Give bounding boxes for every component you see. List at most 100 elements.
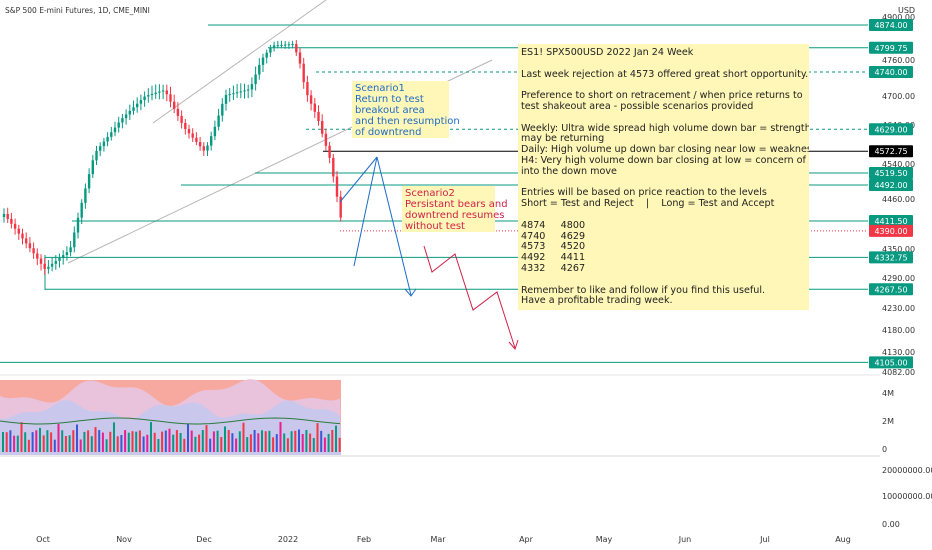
candle-body [161,90,165,92]
volume-bar [175,430,178,452]
volume-bar [72,430,75,452]
note-line: ES1! SPX500USD 2022 Jan 24 Week [521,47,694,58]
candle-body [321,121,324,134]
time-tick-label: Dec [196,535,211,544]
candle-body [317,111,320,121]
note-line: Daily: High volume up down bar closing n… [521,144,809,156]
note-line: Remember to like and follow if you find … [521,284,766,296]
level-label-bg [869,179,913,191]
candle-body [269,47,272,53]
volume-bar [312,438,315,452]
note-line: 4740 4629 [521,230,586,242]
candle-body [36,253,39,259]
level-label-bg [869,41,913,54]
volume-bar [212,431,215,452]
volume-bar [338,437,341,452]
volume-bar [61,430,64,452]
price-axis[interactable]: 4900.004760.004700.004640.004540.004460.… [882,13,932,529]
candle-body [69,247,72,253]
candle-body [280,44,283,46]
note-line: H4: Very high volume down bar closing at… [521,154,809,166]
level-label-4267.50: 4267.50 [869,283,913,296]
price-tick-label: 4700.00 [882,92,915,101]
candle-body [6,214,9,219]
candle-body [173,101,176,109]
note-line: breakout area [355,105,425,116]
volume-bar [253,430,256,452]
volume-bar [257,433,260,452]
candle-body [95,150,98,161]
note-line: test shakeout area - possible scenarios … [521,100,754,112]
volume-bar [301,434,304,452]
time-axis[interactable]: Oct Nov Dec 2022 Feb Mar Apr May Jun Jul Aug [36,535,851,544]
volume-bar [120,435,123,452]
volume-bar [64,436,67,452]
volume-bar [5,432,8,452]
time-tick-label: May [596,535,613,544]
note-line: of downtrend [355,127,422,138]
price-tick-label: 4900.00 [882,13,915,22]
candle-body [335,176,339,197]
candle-body [291,44,294,45]
level-label-4492.00: 4492.00 [869,179,913,191]
candle-body [328,145,331,158]
volume-bar [168,428,171,452]
volume-bar [13,435,16,452]
scenario1-arrowhead [404,288,417,297]
candle-body [176,108,180,116]
candle-body [180,115,183,123]
level-label-text: 4411.50 [874,217,907,226]
time-tick-label: Oct [36,535,50,544]
volume-bar [320,430,323,452]
candle-body [28,243,32,249]
level-label-text: 4332.75 [874,253,907,262]
price-axis-unit: USD [898,6,916,15]
candle-body [235,92,239,94]
candle-body [91,160,94,175]
candle-body [50,263,54,267]
candle-body [80,202,83,218]
level-label-text: 4519.50 [874,169,907,178]
volume-bar [205,425,208,452]
note-line: 4332 4267 [521,262,586,274]
volume-bar [39,427,41,452]
volume-bar [87,430,90,452]
volume-bar [164,430,167,452]
volume-bar [209,438,212,452]
candle-body [43,263,46,269]
candles [2,40,342,275]
volume-bar [2,432,4,452]
candle-body [117,122,120,128]
candle-body [132,107,135,111]
candle-body [198,142,202,147]
time-tick-label: Aug [835,535,851,544]
volume-bar [238,431,241,452]
candle-body [62,255,65,258]
candle-body [265,52,268,58]
candle-body [58,258,61,261]
volume-bar [194,436,197,452]
volume-bar [242,422,245,452]
level-label-4874.00: 4874.00 [869,18,913,31]
price-tick-label: 4290.00 [882,274,915,283]
volume-bar [42,435,45,452]
volume-bar [305,430,308,452]
volume-bar [76,424,78,452]
candle-body [128,110,131,115]
price-tick-label: 4130.00 [882,348,915,357]
candle-body [217,115,220,127]
volume-bars [0,417,341,452]
volume-tick-label: 2M [882,417,894,426]
note-line: Last week rejection at 4573 offered grea… [521,68,809,80]
level-labels: 4874.00 4799.75 4740.00 4629.00 4572.75 4519.… [869,18,913,369]
volume-bar [323,437,326,452]
candle-body [261,57,265,65]
volume-bar [101,432,104,452]
note-line: Short = Test and Reject | Long = Test an… [521,198,775,210]
candle-body [258,64,261,75]
level-label-bg [869,18,913,31]
volume-tick-label: 4M [882,389,894,398]
volume-bar [246,437,249,452]
note-line: 4874 4800 [521,219,586,231]
time-tick-label: Feb [357,535,371,544]
